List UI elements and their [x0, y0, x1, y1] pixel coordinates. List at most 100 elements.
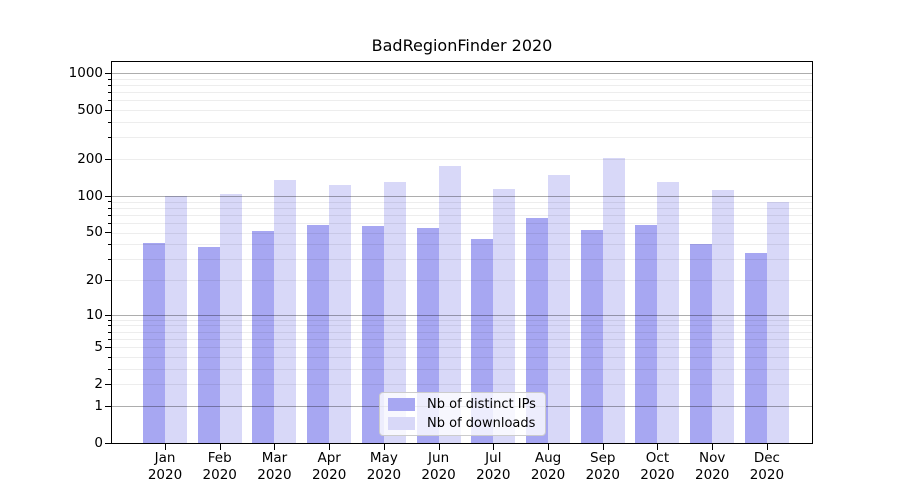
- x-tick-label-year: 2020: [585, 467, 620, 483]
- y-tick-label-2: 2: [94, 376, 103, 393]
- bar-downloads-nov: [712, 190, 735, 443]
- y-tick-mark-minor-900: [108, 79, 112, 80]
- y-tick-mark-minor-400: [108, 122, 112, 123]
- bar-ips-jan: [143, 242, 165, 443]
- y-tick-mark-minor-60: [108, 223, 112, 224]
- y-tick-label-1: 1: [94, 397, 103, 414]
- legend-entry-distinct-ips: Nb of distinct IPs: [386, 397, 539, 412]
- x-tick-label-year: 2020: [257, 467, 292, 483]
- gridline-minor-500: [112, 110, 812, 112]
- x-tick-mark-mar: [274, 444, 275, 450]
- chart-title: BadRegionFinder 2020: [371, 36, 553, 55]
- x-tick-label-month: Dec: [753, 450, 780, 466]
- bar-downloads-sep: [602, 158, 625, 443]
- x-tick-label-month: Jun: [428, 450, 450, 466]
- y-tick-mark-minor-70: [108, 215, 112, 216]
- x-tick-mark-jun: [439, 444, 440, 450]
- y-tick-mark-minor-6: [108, 339, 112, 340]
- gridline-minor-300: [112, 137, 812, 139]
- gridline-major-10: [112, 314, 812, 316]
- bar-downloads-jun: [438, 165, 461, 443]
- gridline-minor-50: [112, 232, 812, 234]
- gridline-minor-60: [112, 222, 812, 224]
- x-tick-label-year: 2020: [640, 467, 675, 483]
- gridline-minor-7: [112, 331, 812, 333]
- x-tick-label-feb: Feb 2020: [180, 450, 260, 484]
- x-tick-mark-oct: [657, 444, 658, 450]
- y-tick-mark-0: [105, 443, 112, 444]
- y-tick-mark-5: [105, 347, 112, 348]
- x-tick-label-year: 2020: [530, 467, 566, 483]
- x-tick-mark-feb: [220, 444, 221, 450]
- x-tick-mark-jul: [493, 444, 494, 450]
- x-tick-label-mar: Mar 2020: [234, 450, 314, 484]
- x-tick-label-month: Jul: [485, 450, 502, 466]
- gridline-minor-8: [112, 325, 812, 327]
- bar-downloads-aug: [548, 175, 571, 443]
- bar-ips-feb: [197, 246, 220, 443]
- x-tick-label-month: Jan: [154, 450, 176, 466]
- y-tick-mark-minor-7: [108, 332, 112, 333]
- bar-ips-may: [361, 225, 384, 443]
- bar-downloads-feb: [219, 194, 242, 443]
- x-tick-label-month: Feb: [207, 450, 232, 466]
- y-tick-label-10: 10: [85, 306, 103, 323]
- y-tick-mark-minor-300: [108, 137, 112, 138]
- gridline-minor-6: [112, 338, 812, 340]
- legend-swatch-distinct-ips: [388, 398, 415, 411]
- x-tick-mark-nov: [712, 444, 713, 450]
- bar-ips-nov: [690, 244, 713, 443]
- y-tick-mark-50: [105, 232, 112, 233]
- y-tick-mark-1000: [105, 73, 112, 74]
- y-tick-mark-minor-80: [108, 208, 112, 209]
- bar-ips-mar: [252, 231, 275, 443]
- bar-downloads-apr: [329, 184, 352, 443]
- y-tick-mark-minor-40: [108, 244, 112, 245]
- y-tick-mark-minor-4: [108, 357, 112, 358]
- bar-ips-oct: [635, 224, 658, 443]
- gridline-minor-900: [112, 78, 812, 80]
- gridline-minor-20: [112, 280, 812, 281]
- y-tick-mark-200: [105, 159, 112, 160]
- y-tick-mark-minor-30: [108, 259, 112, 260]
- y-tick-mark-minor-700: [108, 92, 112, 93]
- y-tick-mark-minor-8: [108, 325, 112, 326]
- x-tick-label-jul: Jul 2020: [453, 450, 533, 484]
- legend-label-distinct-ips: Nb of distinct IPs: [427, 397, 536, 412]
- x-tick-label-month: May: [369, 450, 398, 466]
- gridline-minor-3: [112, 368, 812, 370]
- gridline-minor-90: [112, 201, 812, 203]
- gridline-minor-70: [112, 214, 812, 216]
- gridline-minor-5: [112, 347, 812, 349]
- gridline-minor-200: [112, 159, 812, 160]
- bar-downloads-may: [383, 181, 406, 443]
- x-tick-mark-jan: [165, 444, 166, 450]
- gridline-minor-4: [112, 356, 812, 358]
- bar-ips-jun: [416, 228, 439, 443]
- x-tick-label-year: 2020: [421, 467, 456, 483]
- x-tick-label-month: Nov: [699, 450, 726, 466]
- x-tick-label-apr: Apr 2020: [289, 450, 369, 484]
- gridline-major-100: [112, 195, 812, 197]
- bar-downloads-dec: [766, 201, 789, 443]
- y-tick-label-50: 50: [85, 224, 103, 241]
- x-tick-mark-apr: [329, 444, 330, 450]
- y-tick-label-5: 5: [94, 339, 103, 356]
- x-tick-label-dec: Dec 2020: [727, 450, 807, 484]
- x-tick-mark-dec: [767, 444, 768, 450]
- bar-ips-apr: [307, 224, 330, 443]
- gridline-minor-600: [112, 100, 812, 102]
- legend-entry-downloads: Nb of downloads: [386, 416, 539, 431]
- x-tick-label-oct: Oct 2020: [617, 450, 697, 484]
- bar-downloads-jan: [165, 195, 187, 443]
- x-tick-label-month: Oct: [645, 450, 670, 466]
- x-tick-label-year: 2020: [749, 467, 785, 483]
- x-tick-label-jan: Jan 2020: [125, 450, 205, 484]
- y-tick-mark-minor-3: [108, 369, 112, 370]
- gridline-minor-30: [112, 259, 812, 261]
- x-tick-label-jun: Jun 2020: [399, 450, 479, 484]
- gridline-minor-700: [112, 92, 812, 94]
- y-tick-mark-1: [105, 406, 112, 407]
- y-tick-mark-minor-9: [108, 320, 112, 321]
